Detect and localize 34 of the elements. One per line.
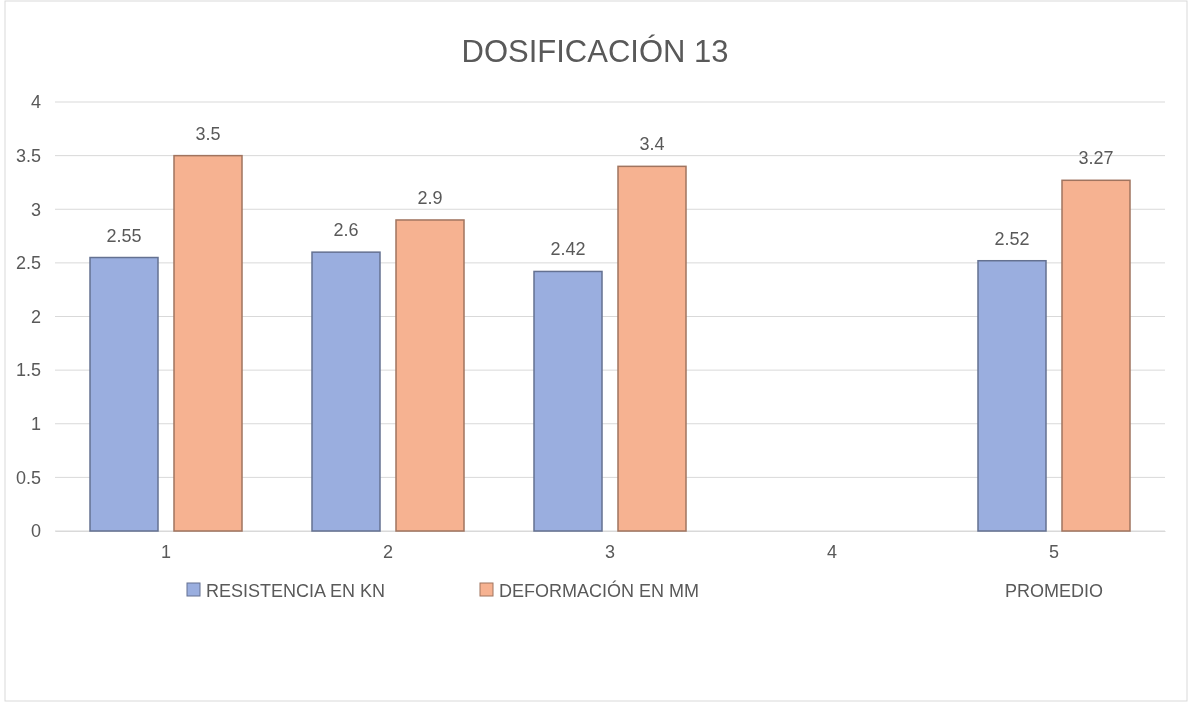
y-tick-label: 0.5 xyxy=(15,467,41,488)
legend-label: RESISTENCIA EN KN xyxy=(206,581,386,601)
x-tick-label: 5 xyxy=(1048,541,1060,562)
y-tick-label: 3.5 xyxy=(15,145,41,166)
bar xyxy=(173,154,243,532)
bar xyxy=(533,270,603,532)
data-label: 2.42 xyxy=(550,239,586,260)
chart-title: DOSIFICACIÓN 13 xyxy=(461,34,729,69)
x-tick-label: 1 xyxy=(160,541,172,562)
bar xyxy=(977,259,1047,532)
data-label: 3.5 xyxy=(195,123,221,144)
y-tick-label: 0 xyxy=(30,521,41,542)
bar xyxy=(311,251,381,532)
y-tick-label: 3 xyxy=(30,199,41,220)
data-label: 3.4 xyxy=(639,134,665,155)
y-tick-label: 2.5 xyxy=(15,253,41,274)
legend-label: DEFORMACIÓN EN MM xyxy=(499,580,699,601)
x-tick-label: 2 xyxy=(382,541,394,562)
data-label: 2.52 xyxy=(994,228,1030,249)
data-label: 3.27 xyxy=(1078,148,1114,169)
y-tick-label: 4 xyxy=(30,92,41,113)
y-tick-label: 1.5 xyxy=(15,360,41,381)
text: PROMEDIO xyxy=(1004,581,1104,601)
bar xyxy=(1061,179,1131,532)
bar xyxy=(617,165,687,532)
bar xyxy=(89,256,159,532)
data-label: 2.55 xyxy=(106,225,142,246)
y-tick-label: 2 xyxy=(30,306,41,327)
bar xyxy=(395,219,465,532)
data-label: 2.6 xyxy=(333,220,359,241)
x-tick-label: 3 xyxy=(604,541,616,562)
x-tick-label: 4 xyxy=(826,541,838,562)
y-tick-label: 1 xyxy=(30,414,41,435)
data-label: 2.9 xyxy=(417,187,443,208)
